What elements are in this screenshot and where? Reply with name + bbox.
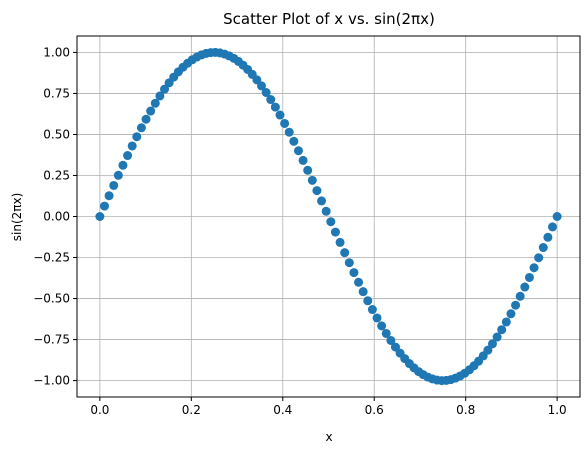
data-point: [141, 114, 151, 124]
data-point: [284, 127, 294, 137]
y-tick-label: −1.00: [33, 374, 70, 388]
data-point: [529, 263, 539, 273]
y-tick-label: 0.50: [43, 127, 70, 141]
y-tick-label: −0.50: [33, 292, 70, 306]
data-point: [95, 212, 105, 221]
data-point: [344, 258, 354, 268]
data-point: [298, 155, 308, 165]
data-point: [146, 106, 156, 116]
data-point: [330, 227, 340, 237]
data-point: [534, 253, 544, 263]
data-point: [335, 237, 345, 247]
data-point: [293, 146, 303, 156]
data-point: [261, 87, 271, 97]
x-tick-label: 0.0: [90, 403, 109, 417]
data-point: [113, 170, 123, 180]
data-points: [95, 47, 562, 386]
x-tick-label: 0.4: [273, 403, 292, 417]
data-point: [132, 132, 142, 142]
y-tick-label: 0.00: [43, 210, 70, 224]
grid-lines: [77, 36, 580, 397]
data-point: [501, 317, 511, 327]
x-tick-label: 1.0: [548, 403, 567, 417]
x-tick-label: 0.8: [456, 403, 475, 417]
data-point: [123, 151, 133, 161]
data-point: [487, 339, 497, 349]
data-point: [307, 175, 317, 185]
data-point: [386, 336, 396, 346]
y-tick-label: −0.25: [33, 251, 70, 265]
data-point: [511, 300, 521, 310]
data-point: [127, 141, 137, 151]
data-point: [358, 287, 368, 297]
data-point: [497, 325, 507, 335]
y-tick-label: 1.00: [43, 45, 70, 59]
data-point: [118, 160, 128, 170]
data-point: [270, 102, 280, 112]
data-point: [136, 123, 146, 133]
data-point: [317, 196, 327, 206]
data-point: [280, 118, 290, 128]
data-point: [367, 305, 377, 315]
x-tick-label: 0.6: [365, 403, 384, 417]
x-axis-label: x: [325, 430, 332, 444]
data-point: [492, 332, 502, 342]
data-point: [257, 81, 267, 91]
data-point: [377, 321, 387, 331]
data-point: [289, 136, 299, 146]
data-point: [150, 98, 160, 108]
data-point: [483, 345, 493, 355]
data-point: [381, 328, 391, 338]
data-point: [160, 84, 170, 94]
axis-ticks: 0.0 0.2 0.4 0.6 0.8 1.0 −1.00 −0.75 −0.50 −0.25 0.…: [33, 45, 566, 417]
data-point: [326, 217, 336, 227]
chart-title: Scatter Plot of x vs. sin(2πx): [223, 10, 435, 28]
data-point: [515, 291, 525, 301]
data-point: [548, 222, 558, 232]
data-point: [520, 282, 530, 292]
y-tick-label: 0.25: [43, 168, 70, 182]
data-point: [340, 248, 350, 258]
data-point: [104, 191, 114, 201]
data-point: [354, 277, 364, 287]
data-point: [109, 180, 119, 190]
data-point: [363, 296, 373, 306]
x-tick-label: 0.2: [182, 403, 201, 417]
data-point: [303, 165, 313, 175]
data-point: [266, 95, 276, 105]
y-tick-label: −0.75: [33, 333, 70, 347]
data-point: [552, 212, 562, 221]
data-point: [99, 201, 109, 211]
data-point: [349, 268, 359, 278]
data-point: [543, 232, 553, 242]
y-axis-label: sin(2πx): [10, 193, 24, 242]
data-point: [155, 91, 165, 101]
data-point: [538, 243, 548, 253]
data-point: [275, 110, 285, 120]
data-point: [321, 206, 331, 216]
data-point: [372, 313, 382, 323]
data-point: [524, 272, 534, 282]
y-tick-label: 0.75: [43, 86, 70, 100]
data-point: [312, 186, 322, 196]
data-point: [506, 309, 516, 319]
